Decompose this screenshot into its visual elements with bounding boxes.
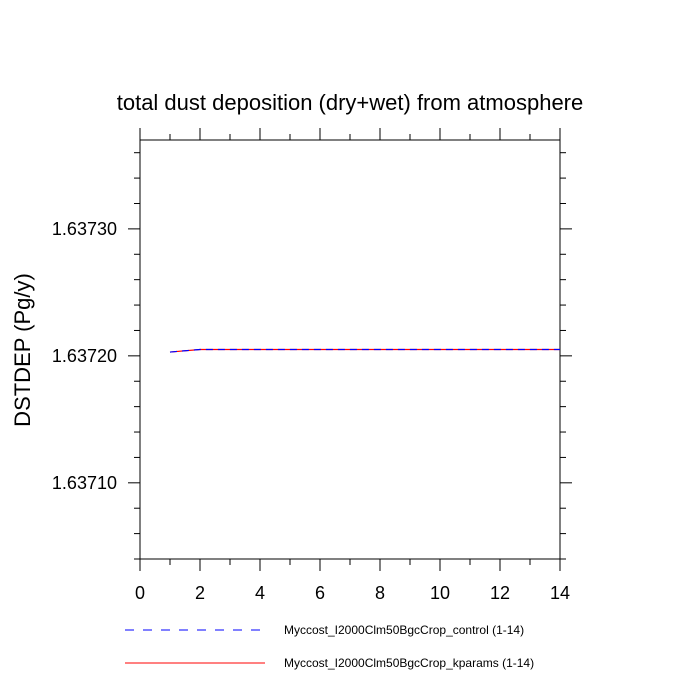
legend-label-kparams: Myccost_I2000Clm50BgcCrop_kparams (1-14): [284, 656, 534, 670]
x-tick-label: 8: [375, 583, 385, 603]
x-tick-label: 6: [315, 583, 325, 603]
x-tick-label: 0: [135, 583, 145, 603]
chart-title: total dust deposition (dry+wet) from atm…: [117, 90, 584, 115]
x-tick-label: 2: [195, 583, 205, 603]
y-tick-label: 1.63720: [52, 346, 117, 366]
legend: Myccost_I2000Clm50BgcCrop_control (1-14)…: [125, 623, 534, 670]
axis-ticks: 0 2 4 6 8 10 12 14 1.63710 1.63720 1.63730: [52, 128, 572, 603]
y-tick-label: 1.63730: [52, 219, 117, 239]
x-tick-label: 10: [430, 583, 450, 603]
series-line-control: [169, 348, 560, 353]
y-axis-label: DSTDEP (Pg/y): [10, 273, 35, 427]
x-tick-label: 12: [490, 583, 510, 603]
series-layer: [169, 348, 560, 353]
x-tick-label: 14: [550, 583, 570, 603]
x-tick-label: 4: [255, 583, 265, 603]
legend-label-control: Myccost_I2000Clm50BgcCrop_control (1-14): [284, 623, 524, 637]
y-tick-label: 1.63710: [52, 473, 117, 493]
